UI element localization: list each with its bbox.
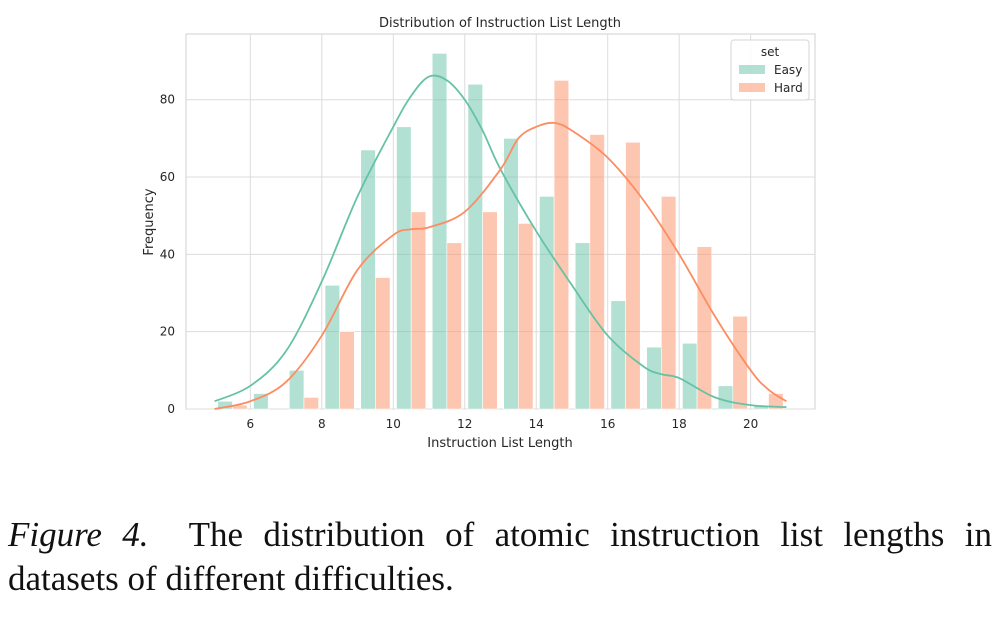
bar-hard xyxy=(482,211,498,410)
bar-hard xyxy=(303,397,319,410)
x-tick-label: 18 xyxy=(672,417,687,431)
legend: set Easy Hard xyxy=(730,39,810,101)
legend-swatch-easy xyxy=(739,65,765,74)
bar-easy xyxy=(253,393,269,410)
bar-easy xyxy=(396,126,412,410)
bar-easy xyxy=(717,385,734,410)
bar-hard xyxy=(410,211,427,410)
x-axis: 6 8 10 12 14 16 18 20 xyxy=(247,417,759,431)
bar-easy xyxy=(610,300,626,410)
kde-line-hard xyxy=(214,121,787,410)
y-tick-label: 20 xyxy=(160,325,175,339)
bar-hard xyxy=(589,134,605,410)
x-tick-label: 8 xyxy=(318,417,326,431)
bar-easy xyxy=(646,346,662,410)
bar-hard xyxy=(696,246,713,410)
bar-hard xyxy=(732,315,748,410)
bar-easy xyxy=(431,53,448,410)
bar-hard xyxy=(375,277,391,410)
x-tick-label: 12 xyxy=(457,417,472,431)
caption-label: Figure 4. xyxy=(8,515,149,554)
bar-hard xyxy=(518,223,534,410)
kde-line-easy xyxy=(214,74,787,408)
bar-easy xyxy=(682,342,698,410)
chart: Distribution of Instruction List Length … xyxy=(142,16,816,451)
y-tick-label: 0 xyxy=(167,402,175,416)
figure-caption: Figure 4. The distribution of atomic ins… xyxy=(8,513,992,601)
legend-label-hard: Hard xyxy=(774,81,803,95)
chart-title: Distribution of Instruction List Length xyxy=(379,16,621,31)
bar-easy xyxy=(467,83,483,410)
legend-title: set xyxy=(761,45,780,59)
bar-easy xyxy=(360,149,376,410)
kde-curves xyxy=(214,74,787,410)
legend-label-easy: Easy xyxy=(774,63,802,77)
x-tick-label: 16 xyxy=(600,417,615,431)
plot-area xyxy=(185,33,816,410)
x-tick-label: 14 xyxy=(529,417,544,431)
bar-easy xyxy=(539,196,555,410)
bar-hard xyxy=(661,196,677,410)
bar-easy xyxy=(574,242,591,410)
x-tick-label: 10 xyxy=(386,417,401,431)
bar-hard xyxy=(625,141,641,410)
y-axis-label: Frequency xyxy=(142,188,157,255)
x-tick-label: 6 xyxy=(247,417,255,431)
y-tick-label: 40 xyxy=(160,247,175,261)
y-tick-label: 80 xyxy=(160,93,175,107)
bar-hard xyxy=(553,80,570,410)
bars xyxy=(217,53,784,410)
bar-hard xyxy=(446,242,462,410)
legend-swatch-hard xyxy=(739,83,765,92)
y-axis: 0 20 40 60 80 xyxy=(160,93,175,416)
x-tick-label: 20 xyxy=(743,417,758,431)
y-tick-label: 60 xyxy=(160,170,175,184)
x-axis-label: Instruction List Length xyxy=(427,436,572,451)
caption-text: The distribution of atomic instruction l… xyxy=(8,515,992,598)
bar-hard xyxy=(339,331,355,410)
bar-easy xyxy=(324,284,340,410)
